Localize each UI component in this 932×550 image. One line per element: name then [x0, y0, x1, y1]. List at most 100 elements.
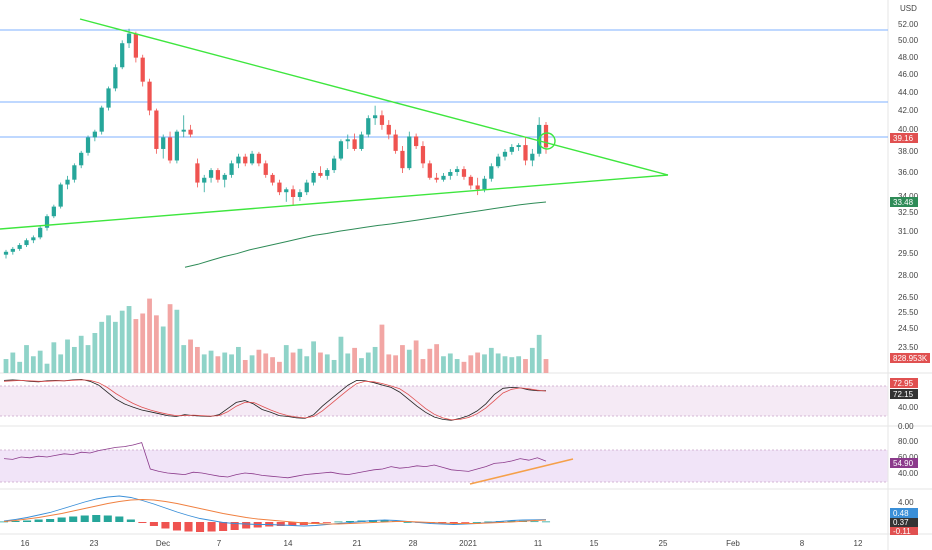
volume-bar: [352, 347, 357, 373]
candle-body: [455, 169, 460, 173]
macd-hist-bar: [11, 521, 20, 522]
candle-body: [304, 182, 309, 193]
macd-hist-bar: [126, 519, 135, 522]
volume-bar: [133, 319, 139, 373]
time-tick-label: 21: [353, 539, 362, 548]
volume-bar: [195, 346, 200, 373]
candle-body: [400, 150, 405, 169]
macd-value: 0.48: [893, 509, 909, 518]
time-tick-label: 16: [21, 539, 30, 548]
volume-bar: [502, 356, 508, 373]
candle-body: [523, 145, 528, 161]
macd-hist-bar: [34, 519, 43, 522]
volume-bar: [488, 347, 494, 373]
candle-body: [502, 151, 508, 157]
macd-hist-bar: [92, 515, 101, 522]
price-tick-label: 26.50: [898, 293, 919, 302]
volume-bar: [229, 354, 234, 373]
macd-hist-bar: [541, 521, 551, 523]
current-price-tag: 39.16: [890, 133, 918, 143]
ma-value: 33.48: [893, 198, 914, 207]
volume-bar: [147, 298, 152, 373]
macd-hist-bar: [438, 522, 447, 523]
price-tick-label: 31.00: [898, 227, 919, 236]
candle-body: [284, 189, 289, 193]
macd-hist-bar: [0, 521, 9, 523]
macd-hist-bar: [172, 522, 182, 531]
volume-bar: [413, 340, 419, 373]
volume-bar: [386, 354, 392, 373]
descending-trendline[interactable]: [79, 18, 669, 176]
candle-body: [10, 248, 15, 252]
macd-hist-bar: [161, 522, 170, 529]
rsi-line: [3, 442, 547, 479]
macd-hist-bar: [149, 522, 158, 526]
candle-body: [338, 141, 344, 159]
volume-bar: [140, 313, 146, 373]
macd-hist-bar: [23, 520, 32, 522]
candle-body: [174, 131, 180, 161]
volume-bar: [277, 361, 282, 373]
volume-bar: [30, 356, 36, 373]
breakout-circle[interactable]: [538, 132, 556, 150]
time-tick-label: 8: [800, 539, 805, 548]
rsi-tick-label: 40.00: [898, 469, 919, 478]
macd-hist-bar: [69, 516, 78, 522]
macd-hist-bar: [507, 520, 516, 522]
candle-body: [72, 165, 77, 180]
volume-bar: [3, 359, 9, 373]
candle-body: [195, 163, 200, 183]
ma-value-tag: 33.48: [890, 197, 918, 207]
price-tick-label: 25.50: [898, 308, 919, 317]
volume-bar: [454, 359, 460, 373]
volume-bar: [318, 352, 323, 373]
time-tick-label: Dec: [156, 539, 170, 548]
volume-bar: [99, 321, 105, 373]
price-tick-label: 24.50: [898, 324, 919, 333]
hist-tag: -0.11: [890, 527, 918, 536]
candle-body: [345, 139, 350, 142]
volume-bar: [188, 339, 193, 373]
volume-bar: [331, 359, 337, 373]
rsi-trendline[interactable]: [469, 458, 574, 485]
volume-bar: [208, 350, 214, 373]
candle-body: [489, 166, 494, 179]
time-tick-label: 15: [590, 539, 599, 548]
volume-bar: [406, 349, 412, 373]
volume-bar: [10, 352, 16, 373]
volume-bar: [58, 354, 64, 373]
macd-hist-bar: [530, 521, 539, 523]
stoch-d-tag: 72.15: [890, 389, 918, 399]
stoch-tick-label: 0.00: [898, 422, 914, 431]
candle-body: [58, 184, 63, 207]
candle-body: [482, 178, 487, 190]
volume-bar: [160, 326, 166, 373]
stoch-d-value: 72.15: [893, 390, 914, 399]
candle-body: [140, 57, 145, 82]
rsi-value: 54.90: [893, 459, 914, 468]
volume-bar: [283, 345, 289, 373]
price-tick-label: 48.00: [898, 53, 919, 62]
candle-body: [85, 137, 91, 153]
time-tick-label: 14: [284, 539, 293, 548]
candle-body: [256, 153, 262, 164]
volume-bar: [475, 352, 481, 373]
volume-bar: [297, 348, 303, 373]
candle-body: [420, 146, 426, 164]
candle-body: [113, 67, 118, 89]
volume-bar: [495, 353, 501, 373]
macd-hist-bar: [207, 522, 216, 532]
macd-tick-label: 4.00: [898, 498, 914, 507]
candle-body: [448, 172, 453, 176]
candle-body: [79, 152, 84, 166]
price-tick-label: 40.00: [898, 125, 919, 134]
volume-bar: [24, 345, 29, 373]
volume-bar: [71, 346, 77, 373]
time-tick-label: 28: [409, 539, 418, 548]
volume-bar: [434, 344, 440, 373]
candle-body: [188, 129, 193, 135]
candle-body: [379, 115, 385, 125]
ascending-trendline[interactable]: [0, 174, 669, 230]
candle-body: [366, 118, 371, 135]
